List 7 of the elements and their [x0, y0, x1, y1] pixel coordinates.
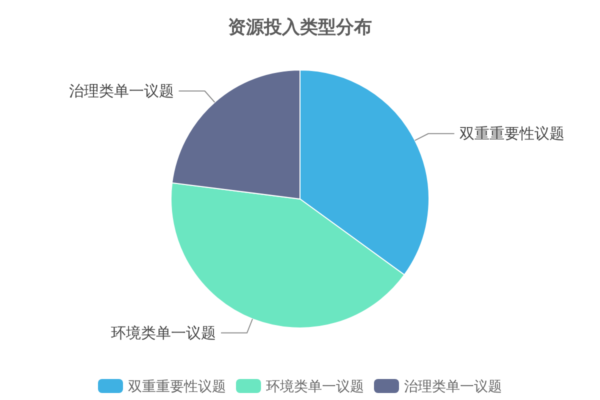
slice-label: 治理类单一议题	[68, 82, 174, 100]
chart-title: 资源投入类型分布	[228, 17, 372, 37]
slice-label: 环境类单一议题	[110, 324, 216, 342]
legend-label: 治理类单一议题	[404, 378, 502, 394]
legend-label: 环境类单一议题	[266, 378, 364, 394]
slice-label: 双重重要性议题	[459, 126, 564, 143]
legend-label: 双重重要性议题	[128, 378, 226, 394]
